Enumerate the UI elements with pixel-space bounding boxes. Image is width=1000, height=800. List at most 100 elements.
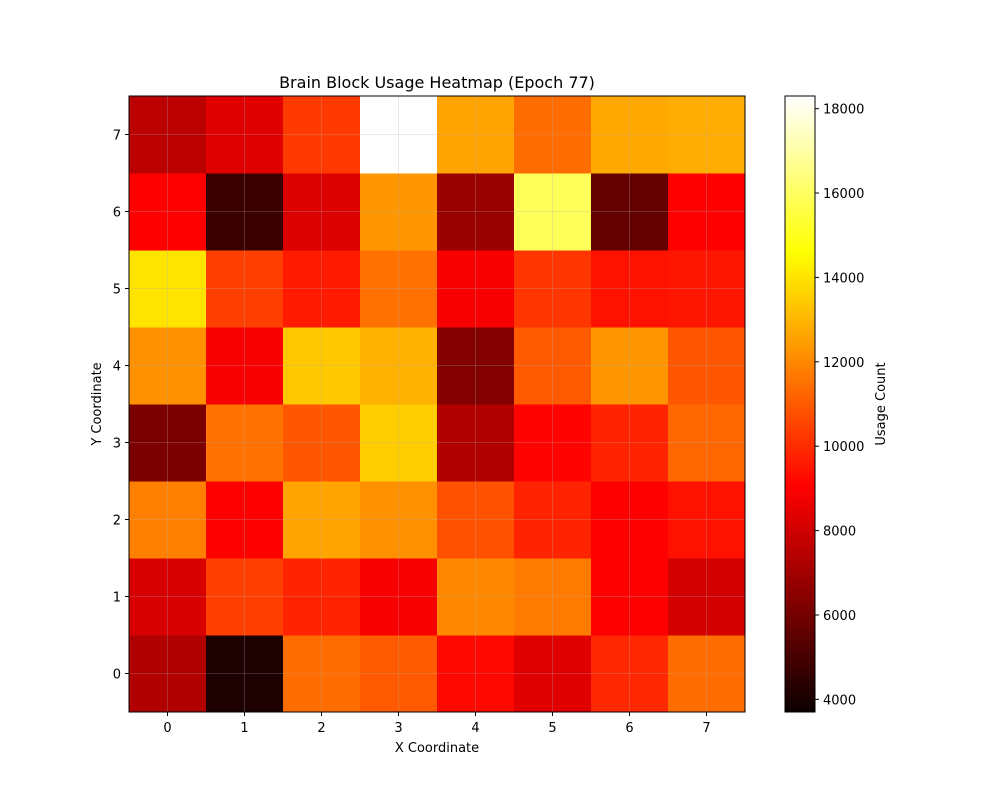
heatmap-cell-x5-y6 xyxy=(514,173,592,251)
heatmap-cell-x2-y1 xyxy=(283,558,361,636)
heatmap-cell-x0-y4 xyxy=(129,327,207,405)
heatmap-cell-x5-y4 xyxy=(514,327,592,405)
heatmap-cell-x0-y0 xyxy=(129,635,207,713)
heatmap-cell-x2-y6 xyxy=(283,173,361,251)
x-axis-label: X Coordinate xyxy=(395,741,479,756)
heatmap-cell-x3-y2 xyxy=(360,481,438,559)
heatmap-cell-x0-y6 xyxy=(129,173,207,251)
y-tick-label: 1 xyxy=(113,591,121,606)
heatmap-cell-x6-y2 xyxy=(591,481,669,559)
heatmap-cell-x4-y7 xyxy=(437,96,515,174)
heatmap-cell-x3-y6 xyxy=(360,173,438,251)
heatmap-cell-x5-y5 xyxy=(514,250,592,328)
colorbar-tick-label: 8000 xyxy=(823,525,856,540)
heatmap-cell-x0-y3 xyxy=(129,404,207,482)
x-tick-label: 6 xyxy=(625,721,633,736)
heatmap-cell-x7-y4 xyxy=(668,327,746,405)
heatmap-cell-x2-y3 xyxy=(283,404,361,482)
y-tick-label: 0 xyxy=(113,668,121,683)
plot-frame xyxy=(128,95,746,713)
heatmap-cells xyxy=(129,96,746,713)
heatmap-cell-x6-y0 xyxy=(591,635,669,713)
y-tick-label: 3 xyxy=(113,437,121,452)
x-tick-label: 5 xyxy=(548,721,556,736)
heatmap-cell-x1-y6 xyxy=(206,173,284,251)
heatmap-cell-x4-y2 xyxy=(437,481,515,559)
colorbar-ticks: 4000 6000 8000 10000 12000 14000 16000 18000 xyxy=(815,103,864,708)
x-axis-ticks: 0 1 2 3 4 5 6 7 xyxy=(163,712,711,736)
heatmap-cell-x7-y1 xyxy=(668,558,746,636)
heatmap-cell-x1-y0 xyxy=(206,635,284,713)
colorbar xyxy=(785,96,815,712)
heatmap-cell-x2-y5 xyxy=(283,250,361,328)
heatmap-cell-x5-y7 xyxy=(514,96,592,174)
heatmap-cell-x1-y3 xyxy=(206,404,284,482)
colorbar-frame xyxy=(784,95,816,713)
heatmap-cell-x2-y0 xyxy=(283,635,361,713)
heatmap-cell-x6-y7 xyxy=(591,96,669,174)
heatmap-cell-x7-y2 xyxy=(668,481,746,559)
heatmap-cell-x2-y4 xyxy=(283,327,361,405)
heatmap-cell-x1-y1 xyxy=(206,558,284,636)
heatmap-cell-x1-y2 xyxy=(206,481,284,559)
heatmap-cell-x7-y0 xyxy=(668,635,746,713)
x-tick-label: 7 xyxy=(702,721,710,736)
heatmap-cell-x6-y6 xyxy=(591,173,669,251)
heatmap-cell-x3-y1 xyxy=(360,558,438,636)
heatmap-cell-x3-y5 xyxy=(360,250,438,328)
colorbar-tick-label: 12000 xyxy=(823,356,864,371)
colorbar-tick-label: 18000 xyxy=(823,103,864,118)
y-tick-label: 4 xyxy=(113,360,121,375)
x-tick-label: 2 xyxy=(317,721,325,736)
heatmap-cell-x4-y3 xyxy=(437,404,515,482)
heatmap-cell-x4-y1 xyxy=(437,558,515,636)
heatmap-cell-x5-y2 xyxy=(514,481,592,559)
heatmap-cell-x4-y0 xyxy=(437,635,515,713)
heatmap-gridlines xyxy=(129,96,745,712)
heatmap-cell-x1-y5 xyxy=(206,250,284,328)
heatmap-cell-x4-y6 xyxy=(437,173,515,251)
heatmap-cell-x7-y6 xyxy=(668,173,746,251)
heatmap-cell-x4-y4 xyxy=(437,327,515,405)
heatmap-cell-x3-y3 xyxy=(360,404,438,482)
heatmap-cell-x0-y1 xyxy=(129,558,207,636)
colorbar-tick-label: 6000 xyxy=(823,609,856,624)
colorbar-tick-label: 14000 xyxy=(823,271,864,286)
heatmap-cell-x7-y5 xyxy=(668,250,746,328)
heatmap-cell-x5-y0 xyxy=(514,635,592,713)
heatmap-cell-x2-y7 xyxy=(283,96,361,174)
heatmap-cell-x3-y4 xyxy=(360,327,438,405)
y-tick-label: 5 xyxy=(113,283,121,298)
heatmap-cell-x0-y2 xyxy=(129,481,207,559)
x-tick-label: 3 xyxy=(394,721,402,736)
heatmap-cell-x2-y2 xyxy=(283,481,361,559)
colorbar-label: Usage Count xyxy=(874,362,889,445)
heatmap-cell-x3-y0 xyxy=(360,635,438,713)
heatmap-cell-x6-y5 xyxy=(591,250,669,328)
heatmap-cell-x6-y3 xyxy=(591,404,669,482)
heatmap-cell-x7-y3 xyxy=(668,404,746,482)
colorbar-tick-label: 10000 xyxy=(823,440,864,455)
heatmap-cell-x0-y7 xyxy=(129,96,207,174)
x-tick-label: 0 xyxy=(163,721,171,736)
colorbar-tick-label: 4000 xyxy=(823,693,856,708)
colorbar-tick-label: 16000 xyxy=(823,187,864,202)
heatmap-cell-x3-y7 xyxy=(360,96,438,174)
y-axis-ticks: 0 1 2 3 4 5 6 7 xyxy=(113,129,129,683)
heatmap-cell-x7-y7 xyxy=(668,96,746,174)
heatmap-cell-x0-y5 xyxy=(129,250,207,328)
heatmap-cell-x5-y3 xyxy=(514,404,592,482)
heatmap-cell-x6-y1 xyxy=(591,558,669,636)
heatmap-cell-x4-y5 xyxy=(437,250,515,328)
y-tick-label: 2 xyxy=(113,514,121,529)
heatmap-cell-x1-y4 xyxy=(206,327,284,405)
x-tick-label: 4 xyxy=(471,721,479,736)
y-axis-label: Y Coordinate xyxy=(90,362,105,446)
chart-title: Brain Block Usage Heatmap (Epoch 77) xyxy=(279,73,595,92)
heatmap-cell-x1-y7 xyxy=(206,96,284,174)
y-tick-label: 6 xyxy=(113,206,121,221)
heatmap-cell-x5-y1 xyxy=(514,558,592,636)
x-tick-label: 1 xyxy=(240,721,248,736)
heatmap-cell-x6-y4 xyxy=(591,327,669,405)
